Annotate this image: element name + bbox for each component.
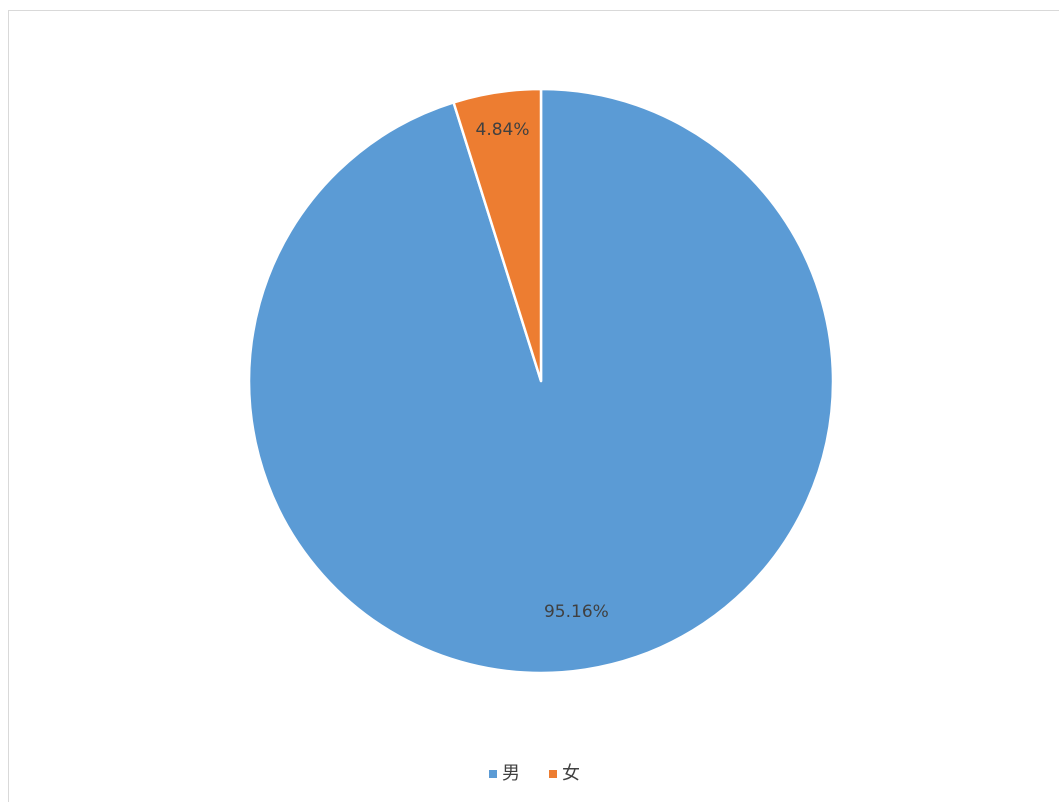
data-label: 4.84%	[476, 120, 530, 140]
pie-slice	[452, 87, 543, 383]
legend-label: 男	[502, 763, 520, 784]
data-label: 95.16%	[544, 602, 609, 622]
legend-swatch	[489, 770, 497, 778]
legend-label: 女	[562, 763, 580, 784]
legend-swatch	[549, 770, 557, 778]
